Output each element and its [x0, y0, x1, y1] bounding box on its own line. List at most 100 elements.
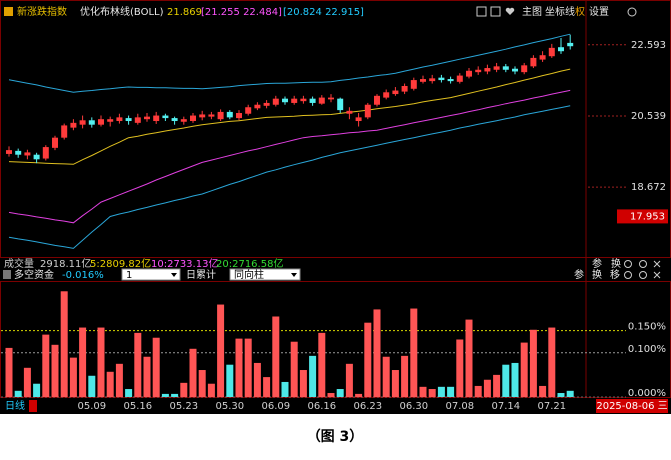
volume-option-icon[interactable]	[624, 260, 632, 268]
bar	[511, 362, 519, 397]
option-icon[interactable]	[627, 7, 637, 17]
candle-body	[180, 119, 187, 122]
period-arrow[interactable]	[171, 273, 177, 277]
candle-body	[512, 68, 518, 72]
candle-body	[171, 118, 178, 122]
bar	[33, 383, 41, 397]
bar	[318, 332, 326, 397]
bar	[382, 356, 390, 397]
candle-body	[300, 98, 307, 102]
candle-body	[558, 47, 564, 52]
bar	[437, 386, 445, 397]
candle-body	[272, 98, 279, 105]
fund-move-button[interactable]: 移	[610, 268, 620, 281]
candle-body	[134, 117, 141, 123]
candle-body	[567, 42, 574, 47]
bar	[456, 339, 464, 397]
rights-button[interactable]: 权	[575, 5, 585, 18]
index-name: 新涨跌指数	[17, 5, 67, 18]
bar	[447, 386, 455, 397]
bar	[189, 348, 197, 397]
bar	[502, 364, 510, 397]
volume-label: 成交量	[4, 257, 34, 270]
period-select[interactable]	[121, 268, 181, 281]
candle-body	[392, 90, 399, 95]
volume-param-button[interactable]: 参	[592, 257, 602, 270]
candle-body	[254, 104, 261, 109]
zoom-out-icon[interactable]	[490, 6, 501, 17]
period-value[interactable]: 1	[126, 270, 132, 281]
bar	[355, 393, 363, 397]
candle-body	[383, 92, 390, 98]
candle-body	[98, 119, 104, 125]
bar	[217, 304, 225, 397]
x-tick-label: 06.30	[399, 401, 428, 412]
volume-close-icon[interactable]	[653, 260, 661, 268]
style-arrow[interactable]	[291, 273, 297, 277]
candle-body	[429, 78, 436, 82]
candle-body	[318, 97, 325, 104]
candle-body	[226, 111, 233, 118]
fund-param-button[interactable]: 参	[574, 268, 584, 281]
bar	[566, 390, 574, 397]
bar	[493, 374, 501, 397]
volume-total: 2918.11亿	[40, 257, 91, 270]
bar	[391, 370, 399, 397]
x-tick-label: 06.23	[353, 401, 382, 412]
fund-fav-icon[interactable]	[639, 271, 647, 279]
bar	[428, 389, 436, 397]
candle-body	[530, 57, 537, 67]
bar	[272, 316, 280, 397]
candle-body	[374, 95, 380, 105]
current-date: 2025-08-06 三	[596, 401, 667, 412]
candle-body	[410, 80, 417, 89]
candle-body	[484, 68, 491, 72]
candle-body	[521, 65, 528, 73]
x-tick-label: 07.21	[537, 401, 566, 412]
x-tick-label: 06.16	[307, 401, 336, 412]
favorite-icon[interactable]	[505, 7, 515, 15]
main-button[interactable]: 主图	[522, 6, 542, 18]
candle-body	[245, 107, 252, 114]
bar	[60, 291, 68, 397]
y-tick-label: 22.593	[631, 40, 666, 51]
candle-body	[79, 120, 86, 125]
candle-body	[107, 119, 114, 122]
candle-body	[328, 97, 334, 100]
fund-close-icon[interactable]	[653, 271, 661, 279]
help-icon[interactable]	[3, 270, 11, 279]
bar	[106, 371, 114, 397]
period-tab[interactable]: 日线	[5, 399, 25, 412]
candle-body	[116, 117, 123, 122]
settings-button[interactable]: 设置	[589, 6, 609, 18]
bar	[474, 385, 482, 397]
style-select[interactable]	[229, 268, 301, 281]
volume-switch-button[interactable]: 换	[611, 257, 621, 270]
fund-label: 多空资金	[14, 268, 54, 281]
fund-option-icon[interactable]	[624, 271, 632, 279]
x-tick-label: 05.09	[77, 401, 106, 412]
volume-fav-icon[interactable]	[639, 260, 647, 268]
period-marker	[29, 400, 37, 412]
style-value[interactable]: 同向柱	[234, 268, 264, 281]
candle-body	[263, 102, 270, 106]
candle-body	[61, 125, 68, 138]
y-tick-label: 20.539	[631, 111, 666, 122]
zoom-in-icon[interactable]	[476, 6, 487, 17]
bar	[345, 363, 353, 397]
candle-body	[548, 47, 555, 57]
candle-body	[24, 152, 31, 156]
candle-body	[42, 147, 49, 159]
terminal-bg	[0, 0, 671, 414]
candle-body	[493, 66, 500, 70]
axis-button[interactable]: 坐标线	[545, 5, 575, 18]
bar	[290, 341, 298, 397]
fund-switch-button[interactable]: 换	[592, 268, 602, 281]
bar	[309, 355, 317, 397]
bar	[161, 393, 169, 397]
bar	[235, 338, 243, 397]
candle-body	[539, 55, 546, 60]
candle-body	[190, 115, 196, 122]
